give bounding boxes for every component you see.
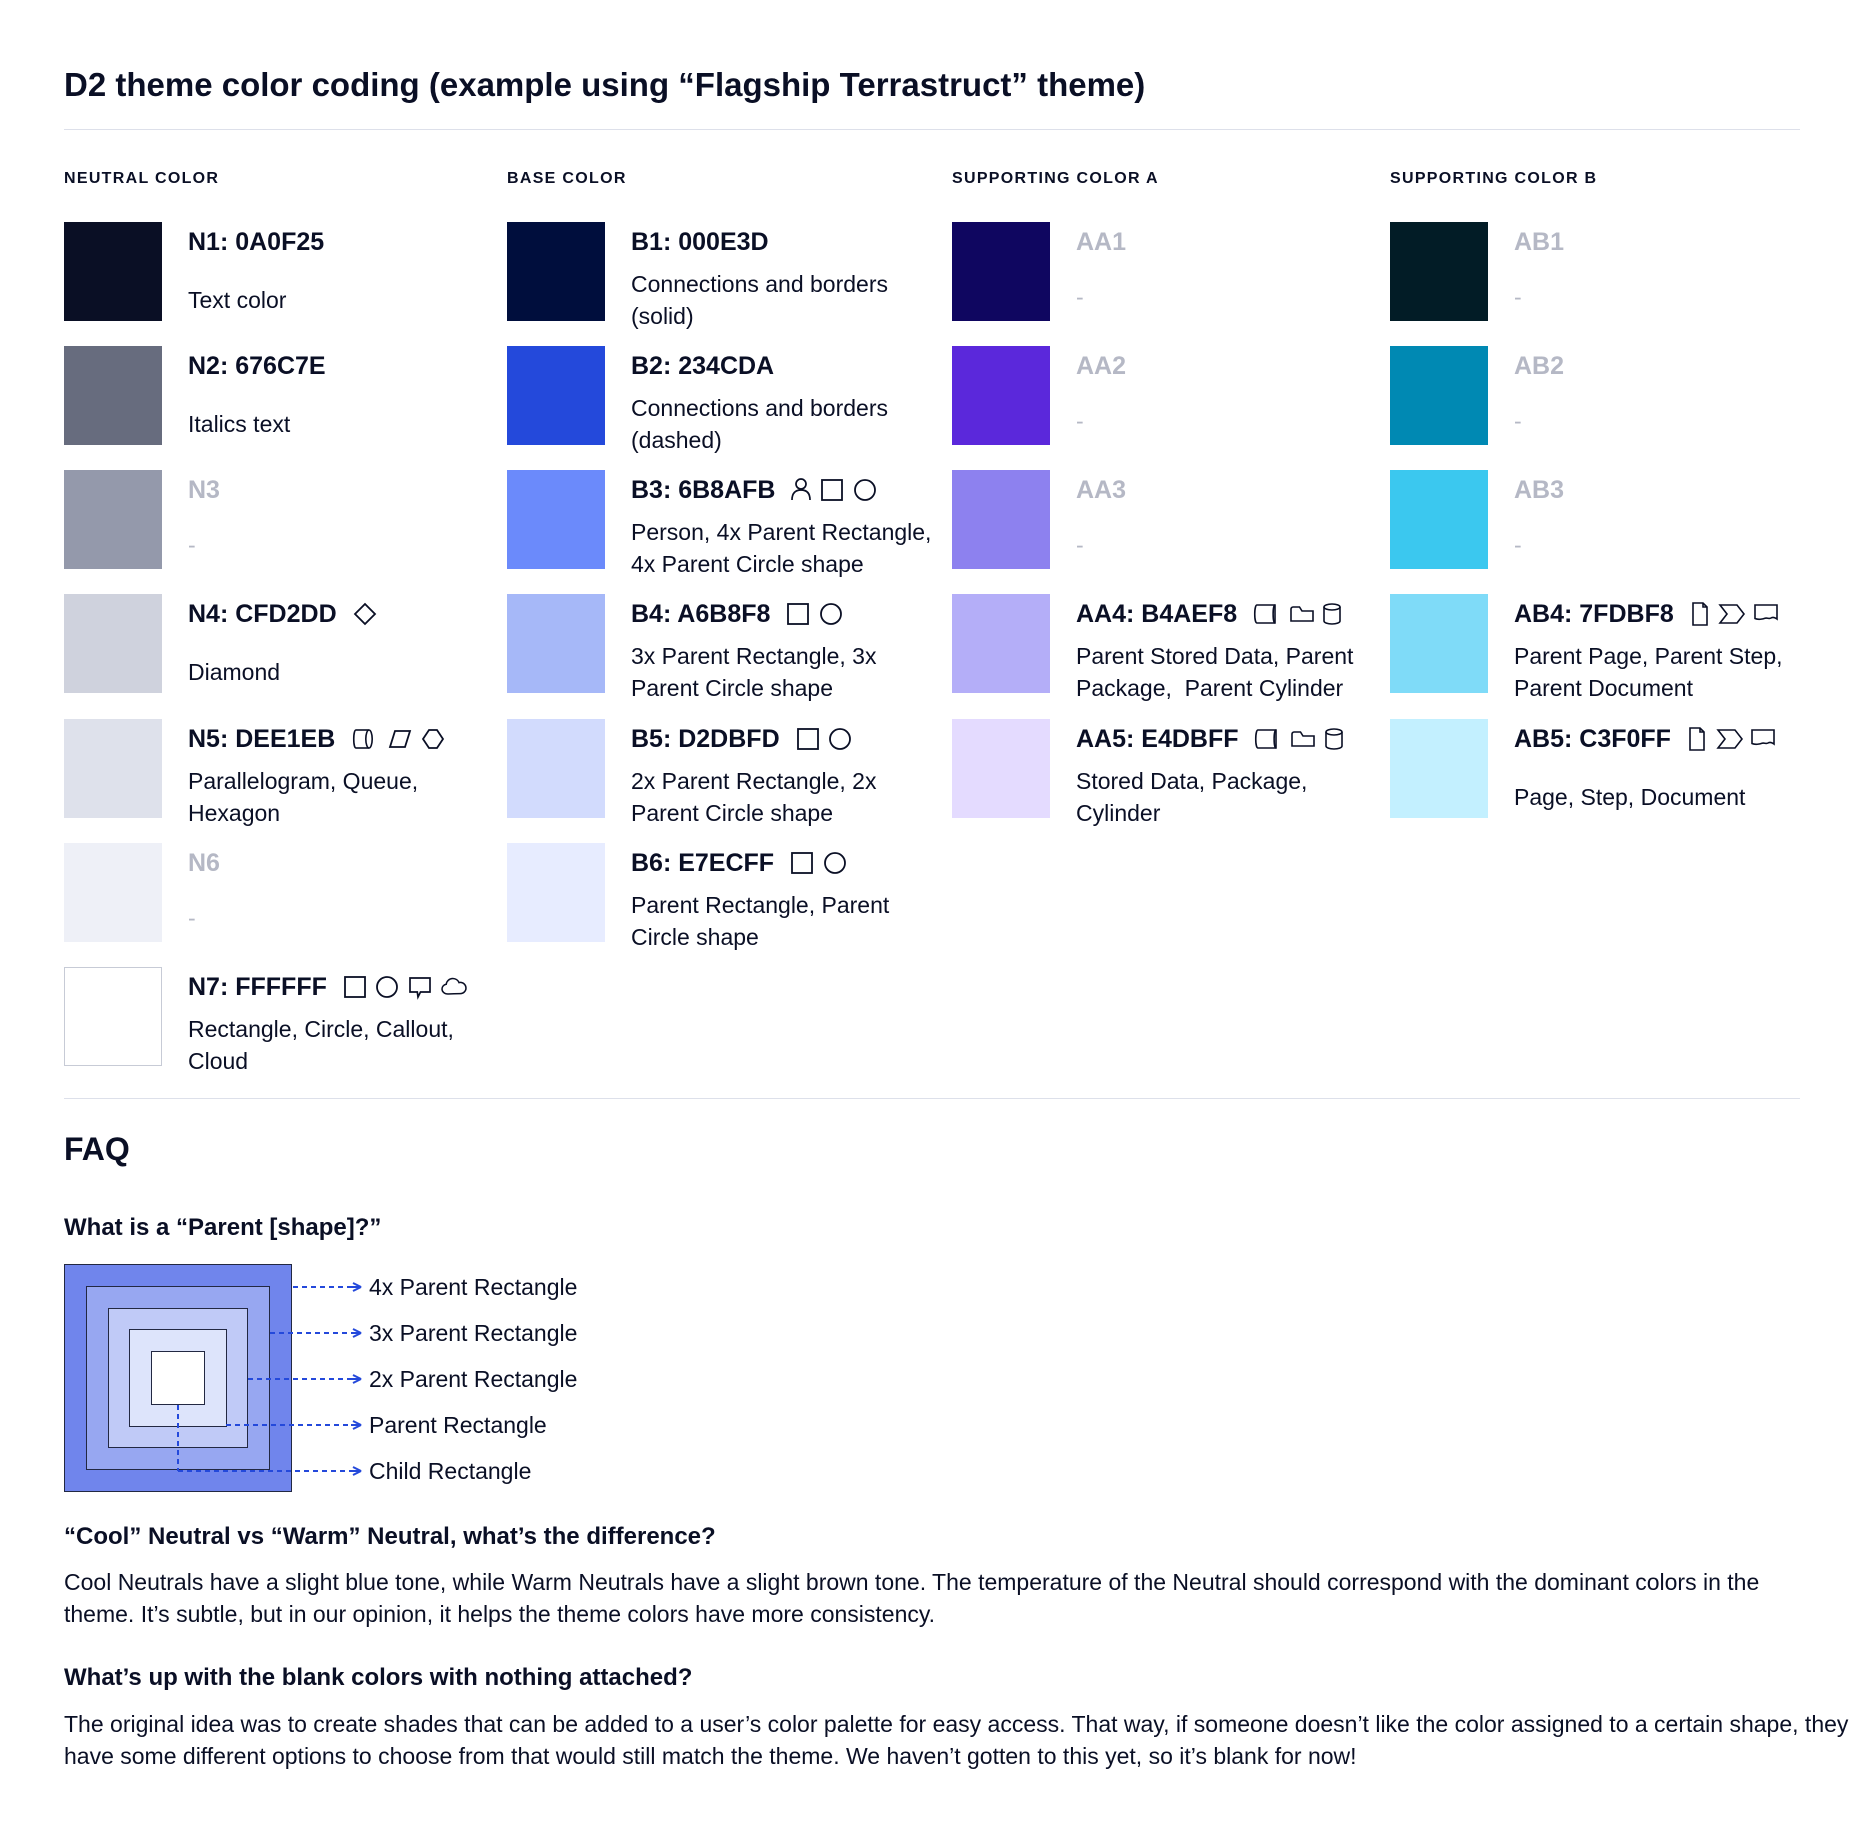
svg-text:Parent Rectangle: Parent Rectangle [369,1412,547,1438]
svg-text:4x Parent Rectangle: 4x Parent Rectangle [369,1274,577,1300]
svg-text:3x Parent Rectangle: 3x Parent Rectangle [369,1320,577,1346]
svg-text:Child Rectangle: Child Rectangle [369,1458,531,1484]
svg-text:2x Parent Rectangle: 2x Parent Rectangle [369,1366,577,1392]
